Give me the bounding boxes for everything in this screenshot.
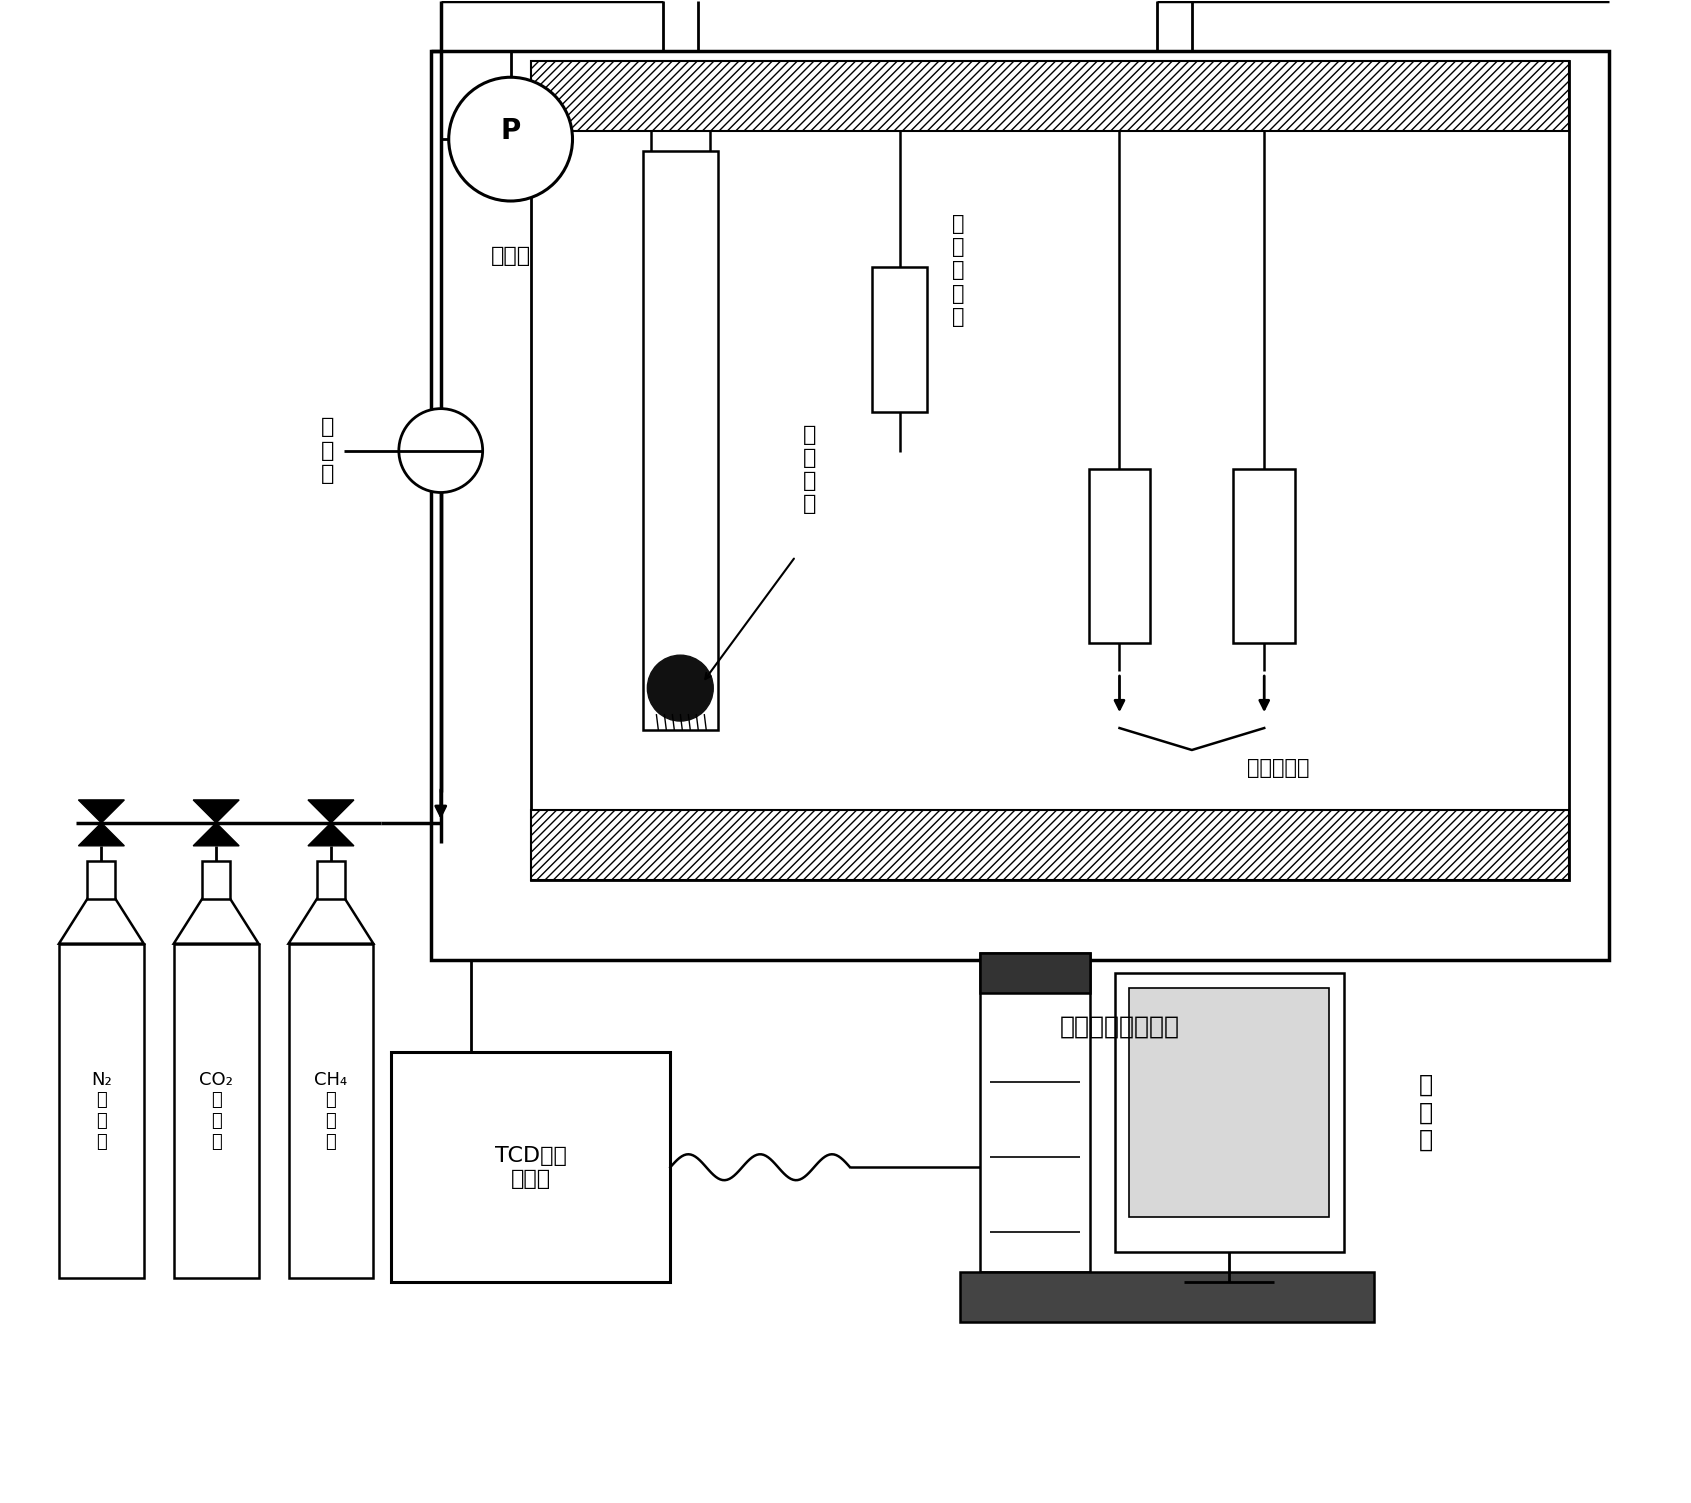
Text: 计
算
机: 计 算 机 (1419, 1073, 1432, 1153)
Text: CO₂
贮
气
瓶: CO₂ 贮 气 瓶 (200, 1070, 233, 1151)
Polygon shape (308, 822, 353, 846)
Bar (88, 861, 115, 899)
Bar (316, 861, 345, 899)
Text: CH₄
贮
气
瓶: CH₄ 贮 气 瓶 (315, 1070, 348, 1151)
Circle shape (399, 409, 482, 493)
Bar (203, 861, 230, 899)
Bar (979, 953, 1089, 992)
Bar (391, 1052, 670, 1282)
Text: 温压调节器: 温压调节器 (1246, 758, 1309, 779)
Polygon shape (78, 800, 125, 822)
Polygon shape (174, 899, 259, 944)
Bar (1114, 972, 1344, 1252)
Bar (873, 268, 927, 412)
Polygon shape (78, 822, 125, 846)
Bar (1089, 469, 1150, 643)
Bar (960, 1272, 1375, 1323)
Polygon shape (289, 899, 374, 944)
Circle shape (648, 655, 714, 721)
Polygon shape (308, 800, 353, 822)
Bar (59, 944, 144, 1278)
Text: 调
压
阀: 调 压 阀 (321, 418, 333, 484)
Bar (531, 62, 1569, 131)
Text: P: P (501, 117, 521, 146)
Bar (289, 944, 374, 1278)
Polygon shape (193, 822, 238, 846)
Text: 实
验
煤
样: 实 验 煤 样 (803, 425, 817, 514)
Circle shape (448, 77, 573, 201)
Text: TCD热导
检测池: TCD热导 检测池 (495, 1145, 566, 1189)
Bar (643, 152, 717, 730)
Text: 温
压
传
感
器: 温 压 传 感 器 (952, 213, 966, 326)
Bar (531, 62, 1569, 879)
Bar (431, 51, 1608, 959)
Polygon shape (59, 899, 144, 944)
Text: 气体自动吸附装置: 气体自动吸附装置 (1060, 1015, 1180, 1039)
Bar (174, 944, 259, 1278)
Text: N₂
贮
气
瓶: N₂ 贮 气 瓶 (91, 1070, 112, 1151)
Text: 压力表: 压力表 (490, 246, 531, 266)
Bar (531, 810, 1569, 879)
Bar (1130, 987, 1329, 1217)
Bar (979, 953, 1089, 1272)
Bar (1233, 469, 1295, 643)
Polygon shape (193, 800, 238, 822)
